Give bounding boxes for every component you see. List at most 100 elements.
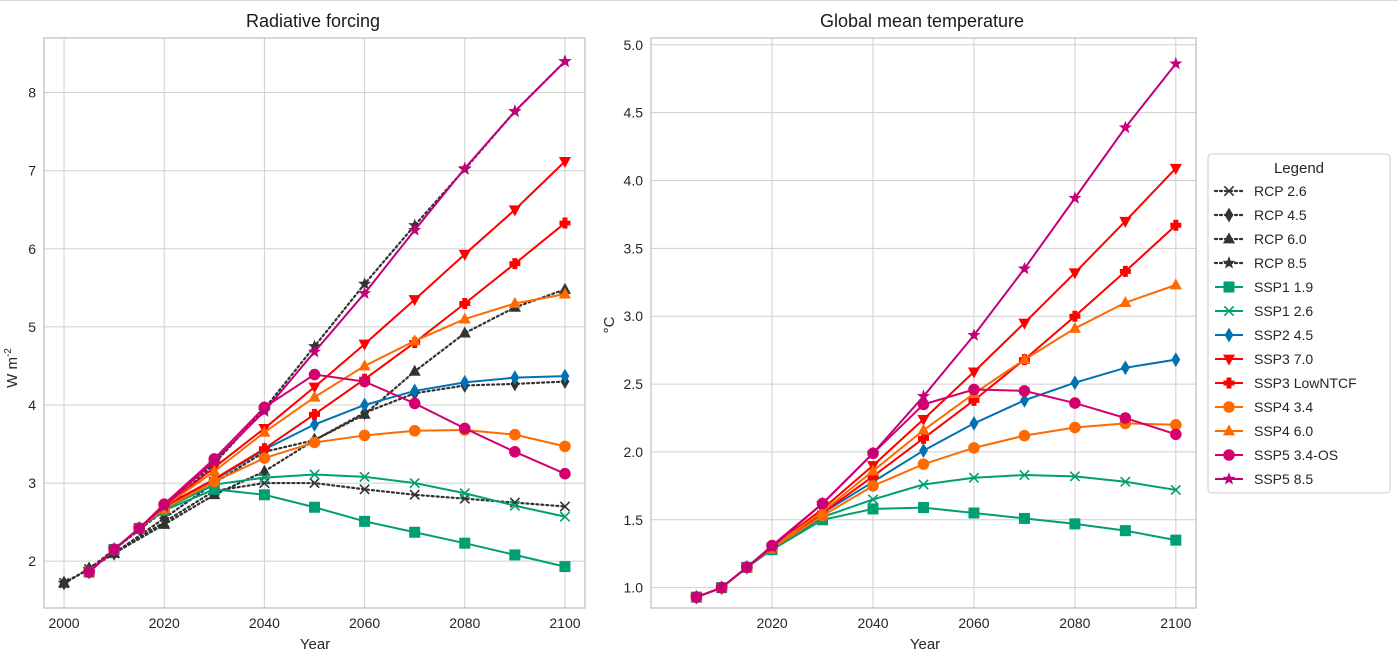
data-point-diamond [1171,352,1181,368]
data-point-circle [1223,449,1235,461]
data-point-circle [408,424,421,437]
data-point-x [309,477,320,489]
data-point-triangle-down [967,367,981,379]
data-point-x [559,511,571,522]
x-tick-label: 2000 [48,615,79,631]
data-point-triangle [816,505,829,517]
data-point-star [1169,56,1183,70]
y-tick-label: 2 [28,553,36,569]
data-point-circle [1069,421,1081,434]
y-axis-label: °C [601,316,618,333]
data-point-x [359,484,370,495]
data-point-circle [358,429,371,442]
data-point-triangle-down [1169,163,1182,175]
legend-item: RCP 4.5 [1213,207,1307,223]
legend: Legend RCP 2.6 RCP 4.5 RCP 6.0 RCP 8.5 SSP1 … [1207,153,1391,494]
data-point-star [132,521,146,534]
y-tick-label: 3.0 [624,308,644,324]
data-point-triangle-down [917,414,930,426]
data-point-square [258,489,270,501]
data-point-star [458,161,472,174]
data-point-star [916,389,931,402]
data-point-x [968,472,980,483]
series-line [696,167,1177,599]
data-point-x [1120,476,1131,488]
legend-label: RCP 4.5 [1254,207,1307,223]
legend-item: SSP4 3.4 [1215,399,1313,415]
data-point-diamond [560,368,570,384]
y-tick-label: 3.5 [624,240,644,256]
data-point-diamond [969,416,979,431]
data-point-triangle [458,326,471,338]
data-point-square [1223,281,1235,293]
data-point-triangle [308,390,321,402]
data-point-triangle [1222,232,1236,244]
data-point-star [358,277,372,290]
y-tick-label: 4.5 [624,105,644,121]
data-point-star [1222,256,1236,269]
series-line [696,358,1176,599]
legend-item: RCP 6.0 [1213,231,1307,247]
series-rcp-6-0 [57,282,572,588]
data-point-square [918,502,929,514]
data-point-square [1119,525,1131,537]
data-point-x [867,494,879,505]
series-line [88,60,566,573]
x-tick-label: 2060 [958,615,989,631]
data-point-star [508,104,522,117]
data-point-circle [968,442,980,454]
data-point-diamond [1070,375,1080,391]
data-point-triangle-down [558,156,572,168]
x-tick-label: 2020 [149,615,180,631]
data-point-circle [308,368,321,381]
data-point-circle [559,467,571,480]
data-point-x [1069,471,1081,482]
series-line [696,63,1177,599]
data-point-circle [258,452,271,464]
data-point-plus [1223,377,1235,389]
data-point-triangle [258,425,271,437]
data-point-circle [1170,428,1182,441]
series-line [88,473,566,573]
data-point-square [359,515,371,527]
data-point-star [689,590,703,603]
chart-title: Radiative forcing [246,11,380,31]
legend-label: SSP5 8.5 [1254,471,1313,487]
x-tick-label: 2040 [249,615,280,631]
data-point-triangle [358,407,371,419]
legend-title: Legend [1274,160,1324,177]
x-tick-label: 2100 [549,615,580,631]
y-tick-label: 3 [28,475,36,491]
y-axis-label-unit: W m [4,357,21,388]
data-point-triangle [1222,424,1236,436]
data-point-x [359,471,370,483]
data-point-square [509,549,521,561]
data-point-triangle [558,287,572,299]
data-point-triangle-down [1068,268,1081,280]
series-ssp5-3-4-os [83,368,571,578]
y-tick-label: 7 [28,163,36,179]
data-point-circle [1018,429,1031,442]
data-point-star [107,542,121,555]
legend-item: SSP4 6.0 [1215,423,1313,439]
data-point-x [409,489,420,501]
data-point-square [309,501,320,513]
data-point-circle [917,458,930,470]
legend-item: RCP 2.6 [1213,183,1307,199]
data-point-triangle [1119,296,1132,308]
data-point-x [1223,185,1235,197]
legend-label: SSP5 3.4-OS [1254,447,1338,463]
data-point-square [867,503,879,515]
data-point-triangle [458,312,471,324]
data-point-plus [1119,265,1131,277]
plot-frame [650,37,1197,609]
data-point-plus [559,217,571,229]
data-point-diamond [460,374,470,390]
x-tick-label: 2080 [1059,615,1090,631]
legend-item: SSP5 3.4-OS [1215,447,1338,463]
data-point-x [1170,484,1182,496]
legend-label: RCP 8.5 [1254,255,1307,271]
series-line [88,373,566,573]
y-tick-label: 5 [28,319,36,335]
data-point-triangle-down [1222,354,1236,366]
